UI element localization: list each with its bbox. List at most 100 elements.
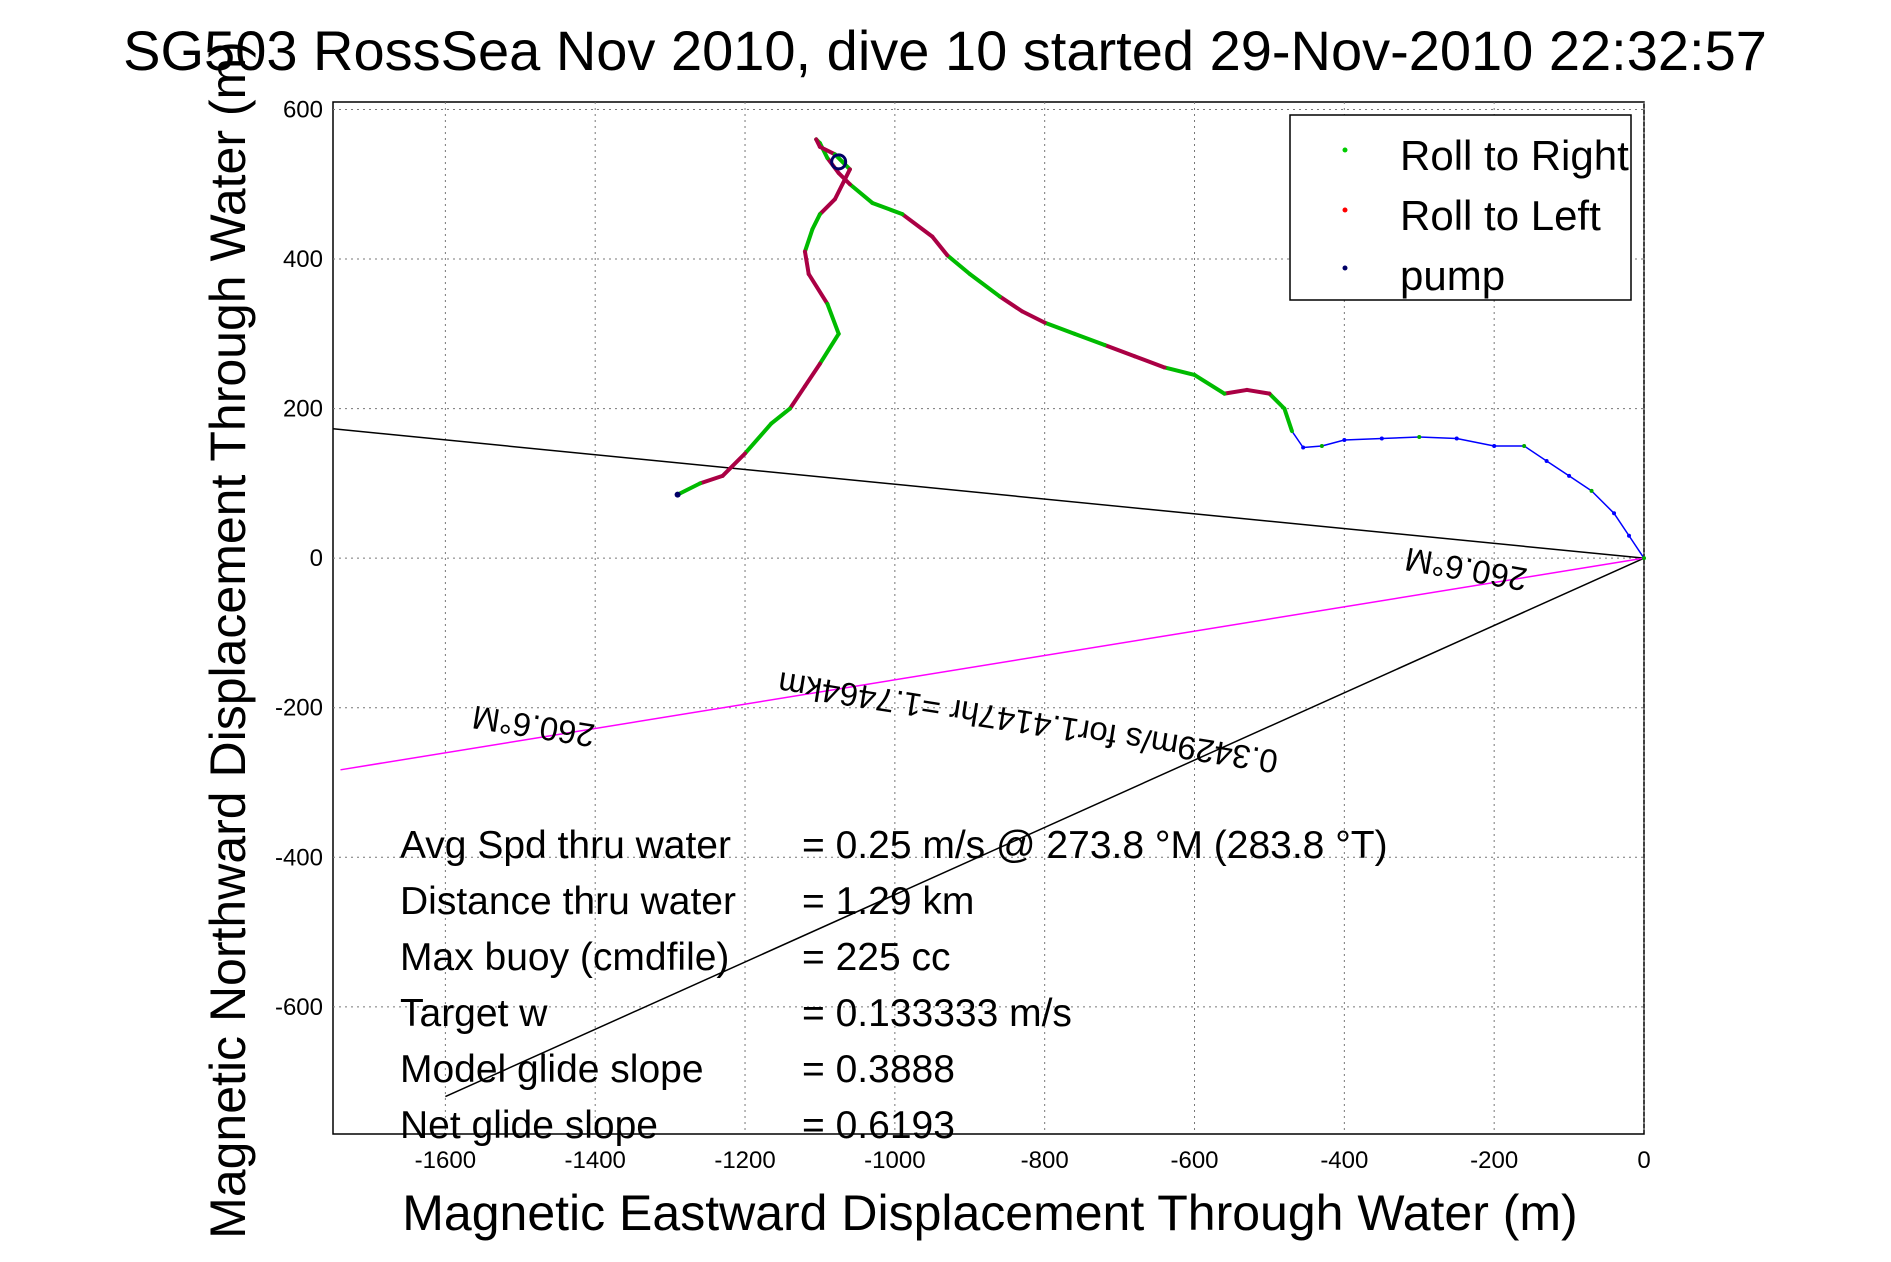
track-segment <box>900 212 935 239</box>
x-tick-label: -800 <box>1021 1147 1069 1174</box>
y-tick-label: -600 <box>275 994 323 1021</box>
legend-label-pump: pump <box>1400 252 1505 299</box>
track-segment <box>817 197 837 217</box>
track-point <box>1567 473 1572 478</box>
y-tick-label: -400 <box>275 844 323 871</box>
track-point <box>1492 444 1497 448</box>
track-point <box>1544 458 1549 463</box>
track-point <box>1319 444 1324 448</box>
track-segment <box>817 331 841 366</box>
stat-value-4: = 0.3888 <box>802 1048 955 1091</box>
magnetic-heading-line <box>340 557 1645 771</box>
track-segment <box>847 182 875 205</box>
track-point <box>1612 511 1617 516</box>
track-segment <box>802 227 815 254</box>
track-segment <box>1302 445 1323 449</box>
track-segment <box>787 384 807 411</box>
stat-label-3: Target w <box>400 992 548 1035</box>
track-segment <box>698 473 725 486</box>
heading-line-upper <box>332 428 1645 559</box>
x-tick-label: -1400 <box>565 1147 626 1174</box>
track-segment <box>806 272 830 306</box>
track-segment <box>1282 406 1294 434</box>
stat-label-0: Avg Spd thru water <box>400 824 731 867</box>
track-segment <box>1042 320 1077 336</box>
stat-value-2: = 225 cc <box>802 936 951 979</box>
dive-track <box>674 137 1646 561</box>
track-point <box>1301 445 1306 450</box>
track-segment <box>1102 343 1137 359</box>
track-segment <box>930 234 950 258</box>
track-segment <box>1590 490 1615 515</box>
stat-value-5: = 0.6193 <box>802 1104 955 1147</box>
track-segment <box>1192 372 1227 396</box>
grid-lines <box>333 102 1645 1134</box>
x-tick-label: -200 <box>1470 1147 1518 1174</box>
track-segment <box>1628 534 1645 559</box>
track-segment <box>1381 436 1421 440</box>
track-segment <box>1321 439 1346 447</box>
track-segment <box>832 167 852 202</box>
x-tick-label: -400 <box>1320 1147 1368 1174</box>
track-segment <box>997 294 1025 314</box>
track-segment <box>1291 430 1304 449</box>
track-segment <box>743 421 774 456</box>
track-segment <box>817 144 837 157</box>
stat-label-2: Max buoy (cmdfile) <box>400 936 729 979</box>
chart-title: SG503 RossSea Nov 2010, dive 10 started … <box>123 19 1767 82</box>
track-point <box>1522 444 1527 448</box>
x-tick-label: -1200 <box>714 1147 775 1174</box>
y-tick-label: -200 <box>275 695 323 722</box>
stat-label-1: Distance thru water <box>400 880 736 923</box>
y-axis-ticks: -600 -400 -200 0 200 400 600 <box>275 96 323 1020</box>
heading-line-lower <box>445 557 1645 1098</box>
track-segment <box>1020 309 1047 325</box>
x-axis-ticks: -1600 -1400 -1200 -1000 -800 -600 -400 -200 0 <box>415 1147 1651 1174</box>
stats-block: Avg Spd thru water = 0.25 m/s @ 273.8 °M… <box>400 824 1388 1147</box>
legend-marker-roll-right <box>1342 147 1348 153</box>
y-tick-label: 0 <box>310 545 323 572</box>
stat-label-5: Net glide slope <box>400 1104 658 1147</box>
track-segment <box>825 301 841 336</box>
track-segment <box>1568 475 1593 492</box>
track-segment <box>1132 354 1167 370</box>
track-end-point <box>674 491 681 498</box>
track-segment <box>1418 436 1458 440</box>
legend-marker-roll-left <box>1342 207 1348 213</box>
legend-label-roll-left: Roll to Left <box>1400 192 1601 239</box>
y-axis-label: Magnetic Northward Displacement Through … <box>200 41 256 1239</box>
track-point <box>1342 438 1347 443</box>
track-segment <box>1162 365 1197 377</box>
x-axis-label: Magnetic Eastward Displacement Through W… <box>402 1185 1577 1241</box>
track-segment <box>1455 437 1495 447</box>
x-tick-label: 0 <box>1637 1147 1650 1174</box>
track-segment <box>967 272 1002 299</box>
track-segment <box>1267 391 1287 411</box>
track-segment <box>720 451 748 478</box>
track-segment <box>870 200 905 217</box>
pump-marker <box>830 153 848 171</box>
track-segment <box>945 253 972 276</box>
stat-value-0: = 0.25 m/s @ 273.8 °M (283.8 °T) <box>802 824 1388 867</box>
reference-lines <box>332 428 1645 1098</box>
track-point <box>1454 436 1459 441</box>
track-segment <box>769 406 792 426</box>
y-tick-label: 200 <box>283 396 323 423</box>
track-point <box>1417 435 1422 440</box>
track-point <box>1589 488 1594 493</box>
track-segment <box>675 481 703 497</box>
x-tick-label: -600 <box>1170 1147 1218 1174</box>
track-point <box>1642 556 1646 561</box>
track-segment <box>1523 445 1548 462</box>
legend-marker-pump <box>1342 265 1348 271</box>
track-segment <box>1343 437 1383 441</box>
track-segment <box>1244 387 1272 396</box>
legend-label-roll-right: Roll to Right <box>1400 132 1629 179</box>
stat-value-3: = 0.133333 m/s <box>802 992 1072 1035</box>
x-tick-label: -1000 <box>864 1147 925 1174</box>
track-segment <box>1072 331 1107 348</box>
x-tick-label: -1600 <box>415 1147 476 1174</box>
y-tick-label: 400 <box>283 246 323 273</box>
stat-label-4: Model glide slope <box>400 1048 704 1091</box>
